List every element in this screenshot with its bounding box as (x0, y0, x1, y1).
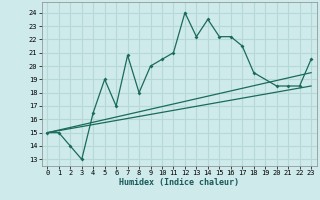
X-axis label: Humidex (Indice chaleur): Humidex (Indice chaleur) (119, 178, 239, 187)
